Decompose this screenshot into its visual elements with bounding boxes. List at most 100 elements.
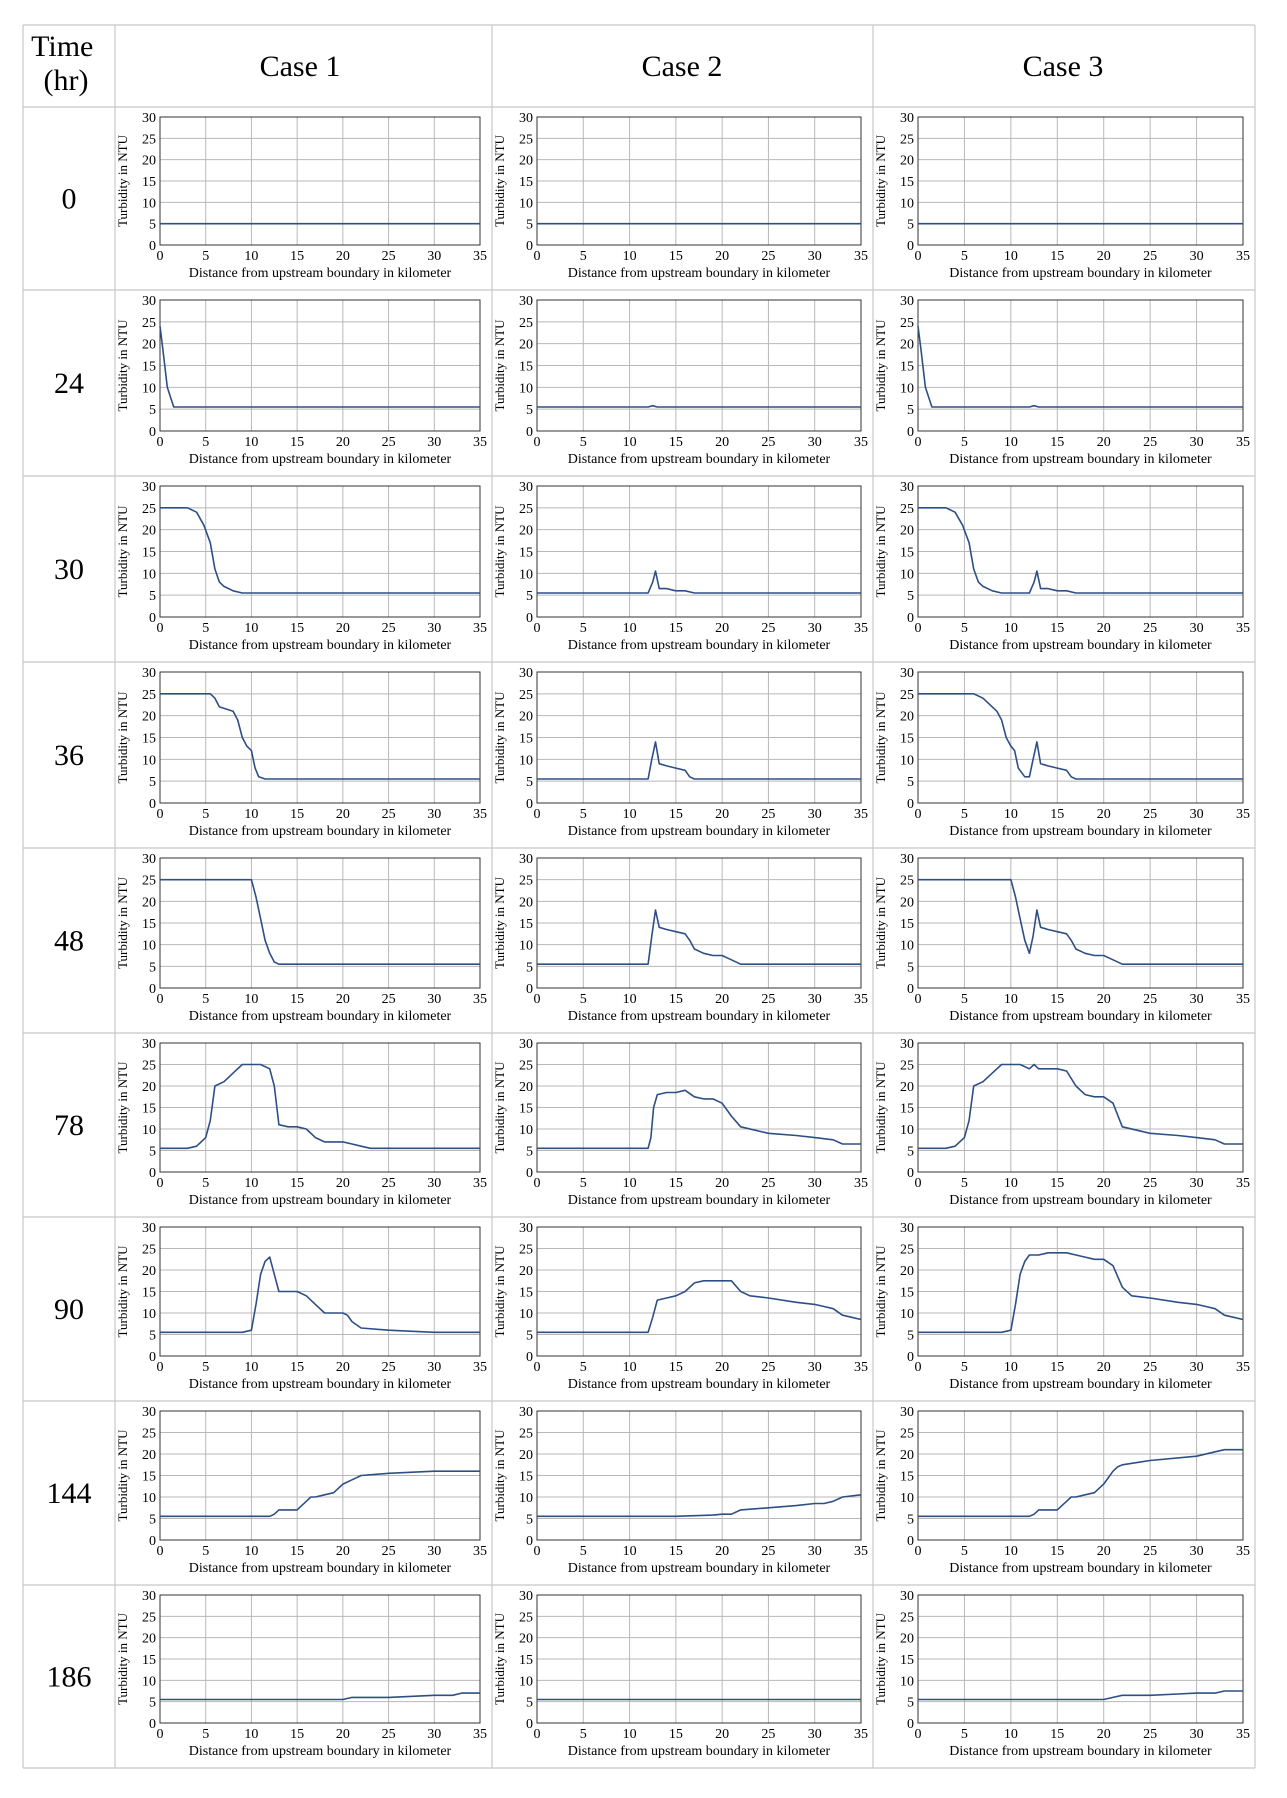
chart-panel: 0 5 10 15 20 25 30 35 0 5 10 15 20 25 30 Distance from … bbox=[873, 294, 1250, 467]
x-tick-label: 20 bbox=[715, 992, 729, 1007]
x-axis-label: Distance from upstream boundary in kilom… bbox=[949, 1561, 1212, 1576]
y-tick-label: 30 bbox=[519, 852, 533, 867]
case-1-header: Case 1 bbox=[260, 50, 341, 83]
x-tick-label: 0 bbox=[157, 992, 164, 1007]
y-tick-label: 30 bbox=[900, 1221, 914, 1236]
x-tick-label: 15 bbox=[290, 1544, 304, 1559]
x-tick-label: 25 bbox=[1143, 249, 1157, 264]
chart-panel: 0 5 10 15 20 25 30 35 0 5 10 15 20 25 30 Distance from … bbox=[115, 666, 487, 839]
x-axis-label: Distance from upstream boundary in kilom… bbox=[189, 1193, 452, 1208]
plot-frame bbox=[159, 116, 481, 246]
x-axis-label: Distance from upstream boundary in kilom… bbox=[189, 452, 452, 467]
y-tick-label: 5 bbox=[907, 1513, 914, 1528]
x-axis-label: Distance from upstream boundary in kilom… bbox=[949, 1377, 1212, 1392]
y-tick-label: 10 bbox=[900, 1123, 914, 1138]
y-tick-label: 5 bbox=[149, 1696, 156, 1711]
y-tick-label: 15 bbox=[142, 1470, 156, 1485]
x-tick-label: 35 bbox=[473, 807, 487, 822]
x-tick-label: 20 bbox=[336, 1544, 350, 1559]
x-tick-label: 35 bbox=[854, 435, 868, 450]
plot-frame bbox=[917, 1410, 1244, 1541]
plot-frame bbox=[536, 485, 862, 618]
y-tick-label: 25 bbox=[900, 1610, 914, 1625]
y-tick-label: 25 bbox=[519, 874, 533, 889]
y-tick-label: 0 bbox=[907, 611, 914, 626]
x-tick-label: 15 bbox=[669, 435, 683, 450]
x-tick-label: 0 bbox=[915, 249, 922, 264]
x-tick-label: 5 bbox=[580, 992, 587, 1007]
y-tick-label: 10 bbox=[142, 381, 156, 396]
y-tick-label: 5 bbox=[526, 775, 533, 790]
x-tick-label: 15 bbox=[669, 621, 683, 636]
x-tick-label: 0 bbox=[157, 1727, 164, 1742]
y-tick-label: 15 bbox=[519, 175, 533, 190]
y-tick-label: 0 bbox=[149, 611, 156, 626]
x-tick-label: 20 bbox=[715, 249, 729, 264]
time-label: 36 bbox=[54, 739, 84, 772]
y-tick-label: 25 bbox=[519, 502, 533, 517]
chart-panel: 0 5 10 15 20 25 30 35 0 5 10 15 20 25 30 Distance from … bbox=[115, 852, 487, 1024]
plot-frame bbox=[159, 1042, 481, 1173]
y-tick-label: 30 bbox=[900, 480, 914, 495]
x-tick-label: 10 bbox=[1004, 1727, 1018, 1742]
x-tick-label: 0 bbox=[157, 1360, 164, 1375]
x-tick-label: 15 bbox=[1050, 1176, 1064, 1191]
turbidity-line bbox=[160, 1063, 480, 1150]
y-axis-label: Turbidity in NTU bbox=[873, 691, 888, 784]
x-tick-label: 15 bbox=[290, 807, 304, 822]
y-axis-label: Turbidity in NTU bbox=[873, 1061, 888, 1154]
x-tick-label: 35 bbox=[1236, 1727, 1250, 1742]
y-tick-label: 30 bbox=[519, 1037, 533, 1052]
y-tick-label: 25 bbox=[519, 1610, 533, 1625]
x-tick-label: 30 bbox=[808, 435, 822, 450]
y-tick-label: 20 bbox=[519, 154, 533, 169]
x-tick-label: 25 bbox=[382, 621, 396, 636]
x-tick-label: 10 bbox=[244, 1544, 258, 1559]
x-tick-label: 20 bbox=[1097, 249, 1111, 264]
x-tick-label: 10 bbox=[623, 1544, 637, 1559]
y-tick-label: 15 bbox=[519, 1653, 533, 1668]
x-tick-label: 20 bbox=[1097, 1544, 1111, 1559]
x-tick-label: 15 bbox=[669, 992, 683, 1007]
y-tick-label: 30 bbox=[142, 666, 156, 681]
x-tick-label: 10 bbox=[623, 807, 637, 822]
y-tick-label: 5 bbox=[907, 775, 914, 790]
x-tick-label: 15 bbox=[669, 1176, 683, 1191]
y-tick-label: 0 bbox=[907, 1350, 914, 1365]
y-tick-label: 15 bbox=[142, 360, 156, 375]
chart-panel: 0 5 10 15 20 25 30 35 0 5 10 15 20 25 30 Distance from … bbox=[115, 1221, 487, 1392]
y-tick-label: 5 bbox=[149, 1513, 156, 1528]
x-axis-label: Distance from upstream boundary in kilom… bbox=[949, 1193, 1212, 1208]
x-tick-label: 30 bbox=[427, 1176, 441, 1191]
y-tick-label: 25 bbox=[142, 316, 156, 331]
x-tick-label: 10 bbox=[244, 807, 258, 822]
y-tick-label: 25 bbox=[900, 1059, 914, 1074]
y-tick-label: 25 bbox=[142, 1610, 156, 1625]
x-tick-label: 35 bbox=[473, 1360, 487, 1375]
x-axis-label: Distance from upstream boundary in kilom… bbox=[949, 638, 1212, 653]
y-tick-label: 5 bbox=[526, 1696, 533, 1711]
y-axis-label: Turbidity in NTU bbox=[873, 319, 888, 412]
turbidity-line bbox=[918, 1690, 1243, 1701]
chart-panel: 0 5 10 15 20 25 30 35 0 5 10 15 20 25 30 Distance from … bbox=[873, 1589, 1250, 1759]
y-tick-label: 0 bbox=[907, 1717, 914, 1732]
x-tick-label: 25 bbox=[761, 807, 775, 822]
x-tick-label: 0 bbox=[534, 1727, 541, 1742]
y-axis-label: Turbidity in NTU bbox=[873, 1245, 888, 1338]
chart-panel: 0 5 10 15 20 25 30 35 0 5 10 15 20 25 30 Distance from … bbox=[492, 294, 868, 467]
x-tick-label: 20 bbox=[336, 1727, 350, 1742]
x-tick-label: 25 bbox=[761, 1727, 775, 1742]
x-tick-label: 30 bbox=[808, 1544, 822, 1559]
y-tick-label: 20 bbox=[519, 1632, 533, 1647]
x-tick-label: 35 bbox=[854, 1360, 868, 1375]
x-tick-label: 35 bbox=[854, 621, 868, 636]
x-tick-label: 30 bbox=[427, 249, 441, 264]
x-tick-label: 30 bbox=[427, 435, 441, 450]
y-axis-label: Turbidity in NTU bbox=[492, 1429, 507, 1522]
x-tick-label: 10 bbox=[244, 992, 258, 1007]
y-tick-label: 15 bbox=[519, 546, 533, 561]
x-tick-label: 0 bbox=[915, 1727, 922, 1742]
y-tick-label: 20 bbox=[142, 1080, 156, 1095]
x-tick-label: 5 bbox=[961, 807, 968, 822]
y-tick-label: 20 bbox=[519, 338, 533, 353]
